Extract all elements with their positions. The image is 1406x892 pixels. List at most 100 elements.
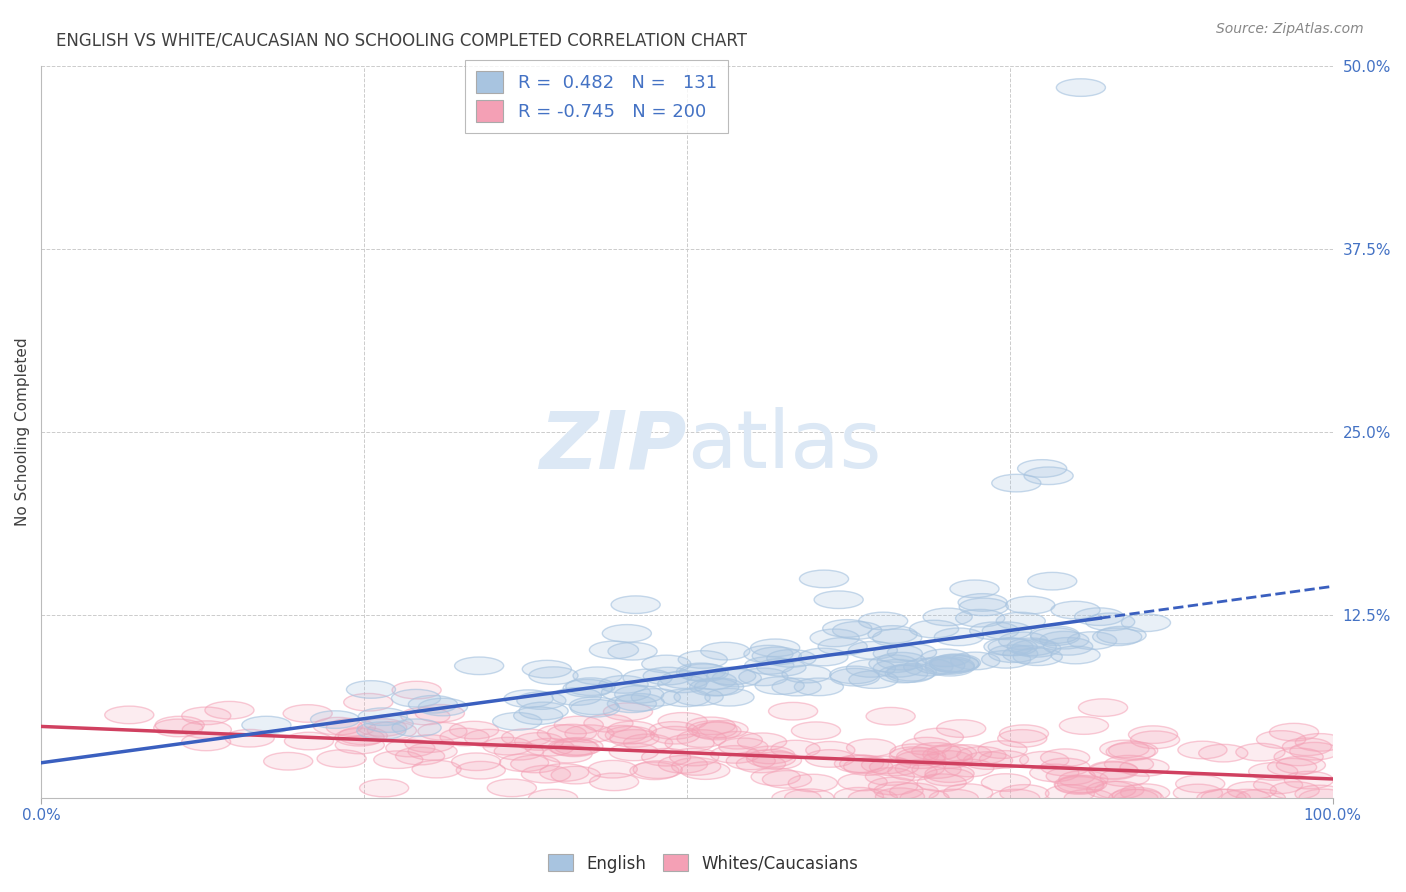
Ellipse shape [772, 678, 821, 696]
Ellipse shape [859, 612, 908, 630]
Ellipse shape [515, 732, 564, 750]
Ellipse shape [1014, 648, 1063, 665]
Ellipse shape [1028, 573, 1077, 590]
Ellipse shape [738, 733, 786, 750]
Ellipse shape [602, 624, 651, 642]
Ellipse shape [609, 743, 658, 761]
Ellipse shape [688, 672, 737, 690]
Ellipse shape [641, 655, 690, 673]
Ellipse shape [890, 783, 939, 801]
Ellipse shape [690, 678, 738, 696]
Ellipse shape [931, 654, 980, 672]
Ellipse shape [326, 719, 375, 736]
Ellipse shape [752, 647, 801, 665]
Ellipse shape [681, 762, 730, 780]
Ellipse shape [1299, 789, 1348, 806]
Ellipse shape [669, 748, 718, 766]
Ellipse shape [869, 655, 918, 673]
Ellipse shape [565, 678, 614, 696]
Ellipse shape [1130, 731, 1180, 748]
Ellipse shape [1000, 725, 1049, 742]
Ellipse shape [264, 753, 312, 770]
Ellipse shape [959, 599, 1008, 615]
Ellipse shape [1046, 767, 1095, 785]
Ellipse shape [450, 722, 499, 739]
Ellipse shape [998, 730, 1047, 747]
Ellipse shape [914, 728, 963, 746]
Ellipse shape [1005, 597, 1054, 614]
Ellipse shape [1104, 756, 1153, 773]
Ellipse shape [505, 690, 553, 707]
Y-axis label: No Schooling Completed: No Schooling Completed [15, 337, 30, 526]
Ellipse shape [818, 638, 868, 656]
Ellipse shape [1067, 632, 1116, 649]
Ellipse shape [792, 722, 841, 739]
Ellipse shape [1059, 717, 1108, 734]
Ellipse shape [1050, 646, 1099, 664]
Ellipse shape [983, 622, 1032, 640]
Ellipse shape [1078, 698, 1128, 716]
Ellipse shape [564, 680, 612, 697]
Ellipse shape [1074, 607, 1123, 625]
Ellipse shape [984, 638, 1033, 656]
Ellipse shape [155, 716, 204, 734]
Ellipse shape [665, 734, 714, 752]
Ellipse shape [1095, 781, 1144, 799]
Ellipse shape [484, 738, 531, 755]
Ellipse shape [181, 707, 231, 724]
Ellipse shape [1295, 733, 1344, 751]
Ellipse shape [921, 649, 970, 666]
Ellipse shape [357, 722, 406, 739]
Ellipse shape [832, 622, 882, 640]
Ellipse shape [910, 620, 959, 638]
Ellipse shape [873, 629, 922, 647]
Ellipse shape [522, 660, 571, 678]
Ellipse shape [1029, 764, 1078, 781]
Ellipse shape [943, 784, 993, 801]
Ellipse shape [529, 789, 578, 807]
Ellipse shape [554, 716, 603, 734]
Ellipse shape [607, 695, 657, 713]
Ellipse shape [912, 761, 962, 779]
Ellipse shape [205, 701, 254, 719]
Ellipse shape [1024, 467, 1073, 484]
Ellipse shape [928, 744, 977, 762]
Ellipse shape [890, 744, 939, 762]
Ellipse shape [1270, 723, 1319, 741]
Ellipse shape [866, 707, 915, 725]
Ellipse shape [896, 751, 945, 769]
Ellipse shape [242, 716, 291, 734]
Ellipse shape [1040, 632, 1088, 649]
Ellipse shape [800, 570, 849, 588]
Ellipse shape [950, 652, 1000, 670]
Ellipse shape [869, 758, 918, 776]
Ellipse shape [929, 655, 979, 673]
Ellipse shape [391, 690, 440, 707]
Ellipse shape [1085, 613, 1135, 631]
Ellipse shape [529, 667, 578, 684]
Ellipse shape [1282, 738, 1331, 756]
Ellipse shape [834, 788, 883, 805]
Ellipse shape [1201, 789, 1250, 807]
Ellipse shape [1268, 758, 1316, 776]
Ellipse shape [440, 728, 489, 746]
Ellipse shape [1197, 789, 1246, 807]
Legend: English, Whites/Caucasians: English, Whites/Caucasians [541, 847, 865, 880]
Ellipse shape [710, 746, 759, 764]
Ellipse shape [678, 650, 727, 668]
Ellipse shape [673, 688, 723, 706]
Ellipse shape [1000, 785, 1049, 802]
Ellipse shape [1090, 762, 1139, 780]
Ellipse shape [704, 689, 754, 706]
Ellipse shape [543, 746, 592, 763]
Ellipse shape [359, 708, 408, 725]
Ellipse shape [887, 664, 936, 681]
Ellipse shape [551, 766, 600, 784]
Ellipse shape [1284, 772, 1333, 789]
Ellipse shape [183, 721, 232, 739]
Ellipse shape [957, 747, 1007, 764]
Ellipse shape [405, 735, 454, 752]
Ellipse shape [806, 749, 855, 767]
Ellipse shape [1107, 743, 1156, 761]
Ellipse shape [925, 658, 974, 676]
